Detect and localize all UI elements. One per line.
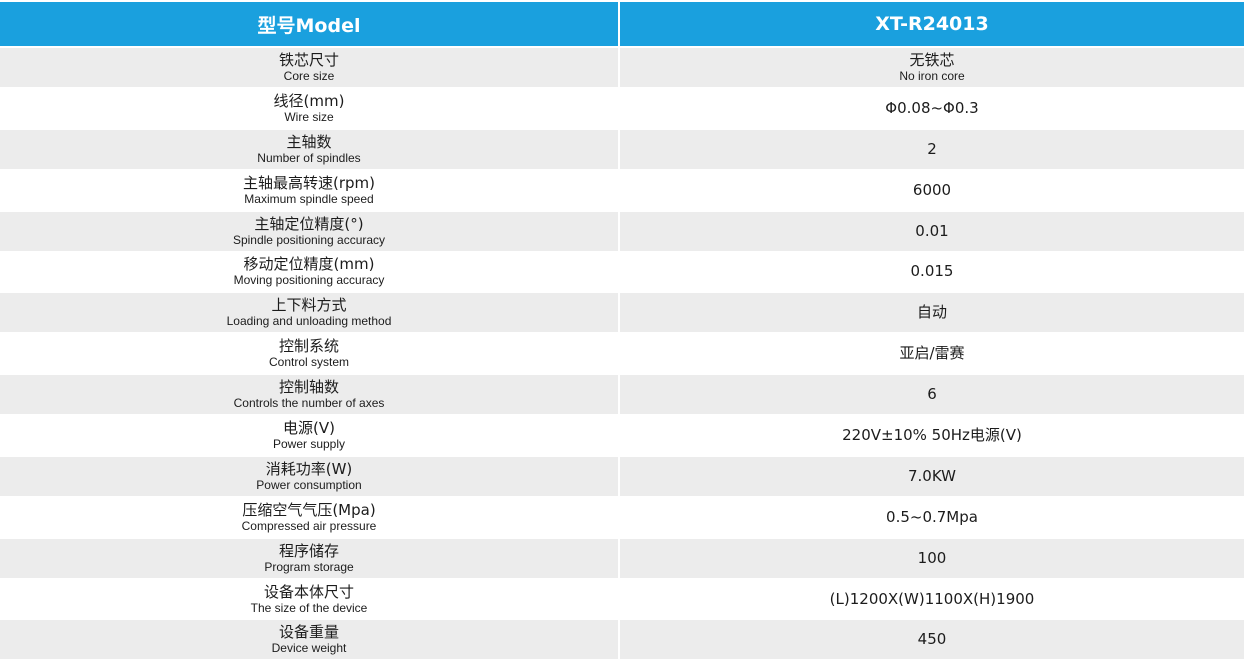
spec-name-chinese: 主轴最高转速(rpm) (242, 173, 375, 192)
spec-name-english: Compressed air pressure (241, 518, 377, 533)
spec-name-chinese: 主轴数 (286, 132, 332, 151)
spec-name-english: Device weight (271, 641, 347, 656)
spec-name-cell: 主轴数 Number of spindles (0, 129, 618, 169)
spec-value: 0.01 (915, 221, 949, 240)
spec-name-chinese: 移动定位精度(mm) (243, 255, 375, 274)
spec-name-chinese: 设备本体尺寸 (263, 582, 354, 601)
spec-name-cell: 铁芯尺寸 Core size (0, 48, 618, 87)
table-row: 电源(V) Power supply 220V±10% 50Hz电源(V) (0, 416, 1244, 457)
spec-name-english: Number of spindles (257, 150, 361, 165)
spec-value: 6 (927, 385, 937, 404)
spec-name-english: Moving positioning accuracy (233, 273, 385, 288)
spec-name-cell: 主轴定位精度(°) Spindle positioning accuracy (0, 211, 618, 251)
spec-name-english: The size of the device (250, 600, 368, 615)
spec-value-cell: 0.5~0.7Mpa (620, 497, 1244, 537)
spec-value: 7.0KW (908, 466, 956, 485)
spec-value-cell: 6 (620, 375, 1244, 415)
spec-name-cell: 控制系统 Control system (0, 334, 618, 374)
spec-name-cell: 控制轴数 Controls the number of axes (0, 375, 618, 415)
spec-name-english: Controls the number of axes (233, 396, 385, 411)
spec-value: 0.5~0.7Mpa (886, 507, 978, 526)
spec-name-chinese: 线径(mm) (273, 91, 345, 110)
table-header: 型号Model XT-R24013 (0, 0, 1244, 46)
spec-value: Φ0.08~Φ0.3 (885, 98, 979, 117)
spec-name-cell: 消耗功率(W) Power consumption (0, 456, 618, 496)
table-row: 控制轴数 Controls the number of axes 6 (0, 375, 1244, 416)
spec-value-cell: Φ0.08~Φ0.3 (620, 88, 1244, 128)
spec-name-chinese: 铁芯尺寸 (278, 51, 339, 69)
spec-name-english: Program storage (264, 559, 354, 574)
table-row: 主轴数 Number of spindles 2 (0, 129, 1244, 171)
spec-name-chinese: 上下料方式 (271, 296, 347, 315)
table-row: 上下料方式 Loading and unloading method 自动 (0, 293, 1244, 334)
spec-value-english: No iron core (899, 69, 965, 83)
spec-value: 6000 (912, 180, 952, 199)
spec-name-english: Control system (268, 355, 350, 370)
spec-value: 无铁芯 (909, 51, 955, 69)
table-row: 主轴定位精度(°) Spindle positioning accuracy 0.0… (0, 211, 1244, 253)
spec-name-cell: 移动定位精度(mm) Moving positioning accuracy (0, 252, 618, 292)
spec-name-english: Wire size (284, 109, 334, 124)
table-row: 设备本体尺寸 The size of the device (L)1200X(W)1… (0, 579, 1244, 621)
spec-value-cell: 2 (620, 129, 1244, 169)
table-body: 铁芯尺寸 Core size 无铁芯 No iron core 线径(mm) Wire s… (0, 48, 1244, 661)
model-header-label: 型号Model (0, 2, 618, 46)
spec-value: 450 (917, 630, 947, 649)
spec-value-cell: 220V±10% 50Hz电源(V) (620, 416, 1244, 456)
spec-name-english: Maximum spindle speed (244, 191, 374, 206)
spec-name-english: Core size (283, 69, 335, 83)
spec-value-cell: 亚启/雷赛 (620, 334, 1244, 374)
spec-name-cell: 主轴最高转速(rpm) Maximum spindle speed (0, 170, 618, 210)
spec-name-english: Spindle positioning accuracy (232, 232, 386, 247)
spec-value-cell: 自动 (620, 293, 1244, 333)
spec-value-cell: 6000 (620, 170, 1244, 210)
spec-value: 220V±10% 50Hz电源(V) (842, 426, 1022, 445)
table-row: 移动定位精度(mm) Moving positioning accuracy 0.0… (0, 252, 1244, 293)
table-row: 铁芯尺寸 Core size 无铁芯 No iron core (0, 48, 1244, 89)
spec-name-chinese: 消耗功率(W) (265, 459, 353, 478)
spec-name-chinese: 程序储存 (278, 541, 339, 560)
table-row: 控制系统 Control system 亚启/雷赛 (0, 334, 1244, 375)
spec-value-cell: (L)1200X(W)1100X(H)1900 (620, 579, 1244, 619)
spec-name-chinese: 电源(V) (283, 419, 335, 438)
spec-value: 2 (927, 139, 937, 158)
spec-name-chinese: 压缩空气气压(Mpa) (242, 500, 376, 519)
spec-name-cell: 线径(mm) Wire size (0, 88, 618, 128)
spec-name-english: Power supply (272, 437, 346, 452)
table-row: 程序储存 Program storage 100 (0, 538, 1244, 580)
spec-name-english: Loading and unloading method (226, 314, 392, 329)
table-row: 压缩空气气压(Mpa) Compressed air pressure 0.5~0.… (0, 497, 1244, 539)
spec-value-cell: 0.015 (620, 252, 1244, 292)
spec-value-cell: 450 (620, 620, 1244, 660)
table-row: 线径(mm) Wire size Φ0.08~Φ0.3 (0, 88, 1244, 130)
spec-value: 自动 (916, 303, 947, 322)
spec-name-cell: 电源(V) Power supply (0, 416, 618, 456)
spec-name-chinese: 设备重量 (278, 623, 339, 642)
spec-name-cell: 上下料方式 Loading and unloading method (0, 293, 618, 333)
spec-value-cell: 0.01 (620, 211, 1244, 251)
spec-value: 0.015 (910, 262, 954, 281)
spec-value: (L)1200X(W)1100X(H)1900 (829, 589, 1035, 608)
spec-value-cell: 7.0KW (620, 456, 1244, 496)
spec-name-chinese: 主轴定位精度(°) (254, 214, 364, 233)
spec-name-cell: 压缩空气气压(Mpa) Compressed air pressure (0, 497, 618, 537)
spec-name-chinese: 控制系统 (278, 337, 339, 356)
spec-value-cell: 无铁芯 No iron core (620, 48, 1244, 87)
spec-name-cell: 设备本体尺寸 The size of the device (0, 579, 618, 619)
spec-name-english: Power consumption (256, 477, 362, 492)
spec-value: 亚启/雷赛 (899, 344, 965, 363)
table-row: 消耗功率(W) Power consumption 7.0KW (0, 456, 1244, 498)
spec-value-cell: 100 (620, 538, 1244, 578)
table-row: 设备重量 Device weight 450 (0, 620, 1244, 661)
spec-name-cell: 设备重量 Device weight (0, 620, 618, 660)
table-row: 主轴最高转速(rpm) Maximum spindle speed 6000 (0, 170, 1244, 212)
spec-name-chinese: 控制轴数 (278, 378, 339, 397)
model-header-value: XT-R24013 (620, 2, 1244, 46)
spec-name-cell: 程序储存 Program storage (0, 538, 618, 578)
spec-value: 100 (917, 548, 947, 567)
